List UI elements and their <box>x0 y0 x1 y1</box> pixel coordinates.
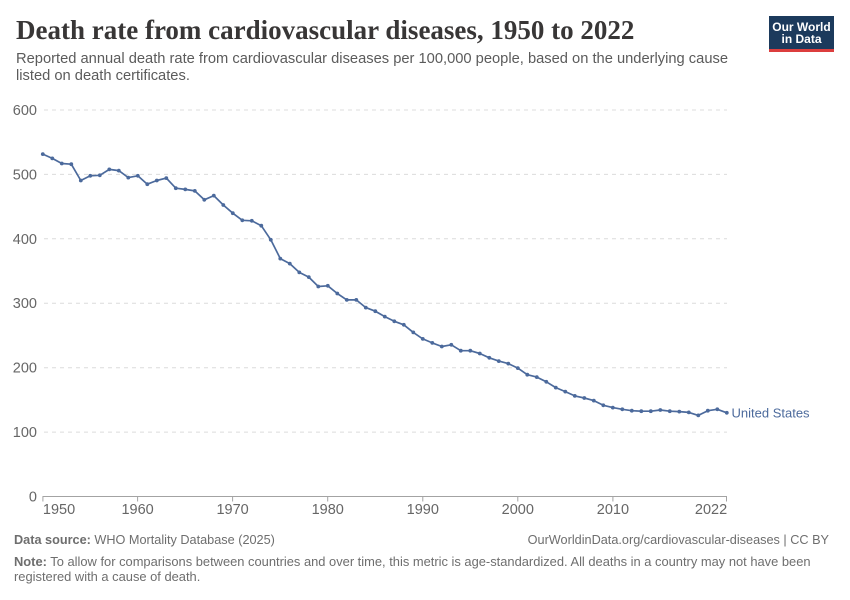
svg-text:300: 300 <box>13 296 37 312</box>
svg-text:0: 0 <box>29 490 37 506</box>
svg-text:1980: 1980 <box>312 502 344 518</box>
svg-text:2022: 2022 <box>695 502 727 518</box>
svg-text:2010: 2010 <box>597 502 629 518</box>
svg-text:United States: United States <box>732 406 811 421</box>
svg-text:1990: 1990 <box>407 502 439 518</box>
svg-text:1960: 1960 <box>121 502 153 518</box>
svg-text:600: 600 <box>13 103 37 119</box>
svg-text:200: 200 <box>13 361 37 377</box>
svg-text:1970: 1970 <box>216 502 248 518</box>
svg-text:400: 400 <box>13 232 37 248</box>
svg-text:100: 100 <box>13 425 37 441</box>
svg-text:500: 500 <box>13 167 37 183</box>
svg-text:2000: 2000 <box>502 502 534 518</box>
svg-text:1950: 1950 <box>43 502 75 518</box>
